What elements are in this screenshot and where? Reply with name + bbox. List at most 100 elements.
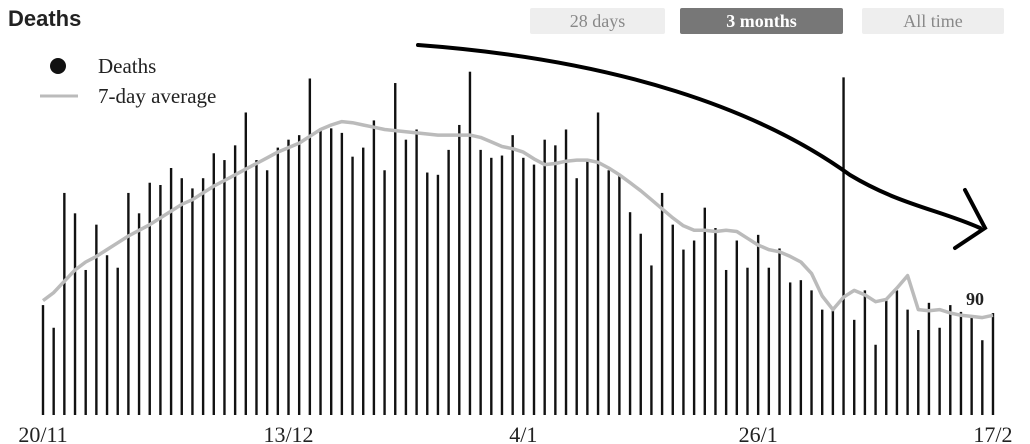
bar [703, 207, 706, 415]
bar [607, 170, 610, 415]
bar [522, 157, 525, 415]
bar [554, 145, 557, 415]
bar [671, 224, 674, 415]
bar [863, 290, 867, 415]
range-button[interactable]: All time [862, 8, 1004, 34]
bar [169, 168, 173, 415]
x-tick-label: 13/12 [263, 422, 313, 444]
bar [244, 112, 248, 415]
bar [415, 129, 418, 415]
bar [714, 228, 717, 415]
bar [201, 178, 205, 415]
bar [799, 280, 803, 415]
legend-dot [50, 58, 66, 74]
bar [756, 234, 760, 415]
bar [981, 340, 984, 415]
legend-label: Deaths [98, 54, 156, 78]
bar [842, 77, 845, 415]
bar [735, 240, 739, 415]
bar [500, 155, 504, 415]
bar [362, 147, 365, 415]
bar [426, 172, 429, 415]
bar [564, 129, 568, 415]
hand-drawn-arrow [416, 43, 988, 250]
bar [297, 135, 301, 416]
bar [692, 240, 696, 415]
bar [660, 192, 664, 415]
bar [233, 145, 237, 415]
legend: Deaths 7-day average [40, 54, 216, 108]
average-line [41, 119, 994, 320]
x-tick-label: 17/2 [973, 422, 1012, 444]
bar [41, 305, 45, 415]
bar [223, 160, 226, 415]
bar [95, 224, 98, 415]
button-label: All time [903, 11, 963, 31]
bar [490, 157, 493, 415]
bar [917, 330, 920, 415]
bar [308, 78, 312, 416]
button-label: 28 days [570, 11, 626, 31]
range-button[interactable]: 3 months [680, 8, 843, 34]
bar [543, 139, 546, 415]
button-bg [530, 8, 665, 34]
bar [479, 149, 482, 416]
bar [511, 135, 514, 416]
value-label: 90 [966, 289, 984, 309]
bar [906, 309, 909, 415]
bar [255, 160, 258, 415]
bar [212, 153, 215, 416]
bar [810, 290, 813, 415]
bar [137, 213, 141, 415]
bar [319, 128, 322, 415]
bar [991, 313, 995, 415]
bar [84, 269, 87, 415]
chart-title: Deaths [8, 6, 81, 31]
arrow-curve [416, 43, 982, 230]
bar [895, 290, 899, 415]
plot: 20/11 13/12 4/1 26/1 17/2 90 [18, 71, 1013, 444]
bar [458, 124, 461, 416]
button-label: 3 months [726, 11, 797, 31]
bar [788, 282, 792, 415]
bar [885, 300, 888, 415]
x-tick-label: 26/1 [739, 422, 778, 444]
bar [639, 233, 642, 415]
x-tick-label: 20/11 [18, 422, 67, 444]
bar [586, 160, 589, 415]
bar [180, 178, 183, 415]
bar [724, 269, 728, 415]
button-bg [680, 8, 843, 34]
bar [821, 309, 824, 415]
bar [404, 139, 408, 415]
bar [575, 178, 578, 415]
bar [853, 319, 856, 415]
bar [105, 255, 109, 415]
x-tick-label: 4/1 [509, 422, 537, 444]
range-button[interactable]: 28 days [530, 8, 665, 34]
bar [949, 305, 952, 415]
bar [265, 170, 269, 415]
bar [532, 164, 536, 415]
bar [383, 170, 386, 415]
bar [959, 311, 963, 415]
bar [351, 156, 354, 415]
bar [394, 83, 397, 415]
bar [746, 267, 749, 415]
bar [340, 132, 344, 415]
bar [468, 71, 472, 416]
button-bg [862, 8, 1004, 34]
bar [596, 112, 600, 415]
bar [127, 192, 130, 415]
bar [276, 147, 280, 415]
bar [287, 139, 290, 415]
bar [628, 212, 632, 415]
bar [650, 265, 653, 415]
bar [447, 149, 450, 416]
bar [148, 182, 151, 415]
bar [927, 302, 931, 415]
bar [159, 185, 162, 415]
bar [436, 174, 440, 415]
bar [938, 327, 941, 415]
bar [191, 188, 194, 415]
